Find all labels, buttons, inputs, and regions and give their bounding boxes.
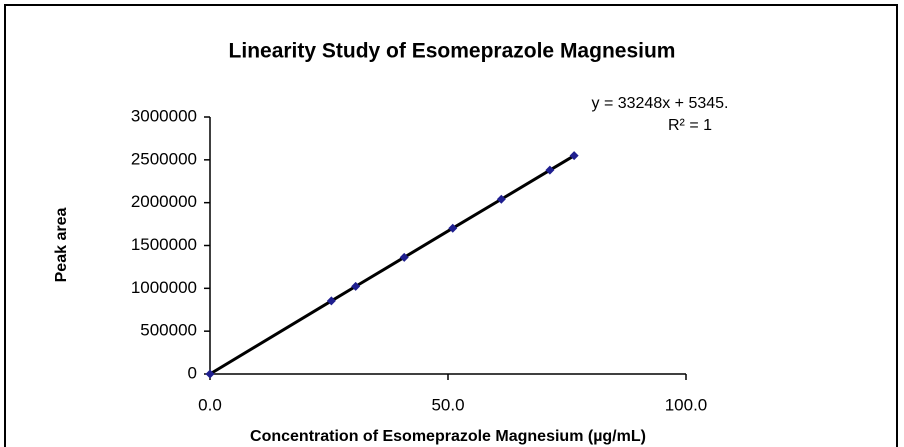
y-tick-label: 0 xyxy=(188,363,197,382)
y-tick-label: 2000000 xyxy=(131,192,197,211)
data-point xyxy=(496,194,506,204)
r-squared: R² = 1 xyxy=(668,117,712,134)
chart-frame xyxy=(4,4,898,447)
y-tick-label: 3000000 xyxy=(131,106,197,125)
data-point xyxy=(351,281,361,291)
data-point xyxy=(569,151,579,161)
data-point xyxy=(448,223,458,233)
data-point xyxy=(326,296,336,306)
y-tick-label: 1500000 xyxy=(131,235,197,254)
trend-line xyxy=(209,154,575,376)
y-tick-label: 2500000 xyxy=(131,149,197,168)
chart-title: Linearity Study of Esomeprazole Magnesiu… xyxy=(229,40,676,63)
data-point xyxy=(205,369,215,379)
y-axis-label: Peak area xyxy=(53,208,70,283)
x-tick-label: 0.0 xyxy=(198,395,222,414)
data-point xyxy=(399,252,409,262)
trendline-equation: y = 33248x + 5345. xyxy=(592,95,729,112)
y-tick-label: 500000 xyxy=(140,321,197,340)
x-tick-label: 100.0 xyxy=(665,395,708,414)
y-tick-label: 1000000 xyxy=(131,278,197,297)
data-point xyxy=(545,165,555,175)
x-tick-label: 50.0 xyxy=(431,395,464,414)
x-axis-label: Concentration of Esomeprazole Magnesium … xyxy=(250,428,646,445)
